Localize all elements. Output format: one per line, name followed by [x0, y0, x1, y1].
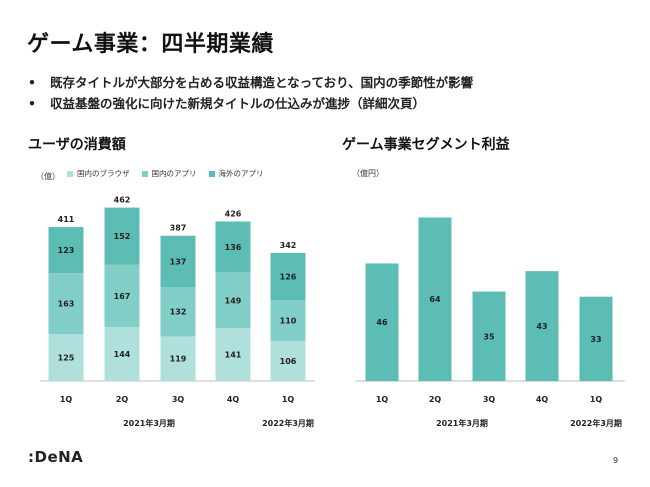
- x-tick-label: 3Q: [172, 395, 185, 404]
- bar-segment: [215, 328, 251, 381]
- legend-swatch-browser: [67, 170, 73, 177]
- bar-value-label: 126: [280, 273, 297, 282]
- bar-segment: [104, 264, 140, 328]
- profit-chart-title: ゲーム事業セグメント利益: [342, 137, 510, 153]
- period-label: 2022年3月期: [262, 418, 314, 428]
- legend-label-browser: 国内のブラウザ: [77, 169, 130, 178]
- legend-item-domestic-app: 国内のアプリ: [141, 168, 197, 179]
- bullet-marker: •: [28, 96, 36, 111]
- bar-value-label: 152: [114, 232, 131, 241]
- bar-value-label: 35: [483, 332, 495, 341]
- x-tick-label: 1Q: [590, 395, 603, 404]
- consumption-chart-title: ユーザの消費額: [28, 137, 126, 153]
- bullet-list: • 既存タイトルが大部分を占める収益構造となっており、国内の季節性が影響 • 収益基…: [28, 72, 473, 114]
- bar-value-label: 46: [376, 318, 388, 327]
- bar: [525, 271, 559, 381]
- bar-value-label: 144: [114, 350, 131, 359]
- bar-segment: [160, 336, 196, 381]
- legend-swatch-overseas-app: [208, 170, 215, 177]
- bar: [418, 217, 452, 381]
- bar-segment: [104, 207, 140, 265]
- period-label: 2021年3月期: [123, 418, 175, 428]
- bar: [365, 263, 399, 381]
- bar-segment: [215, 272, 251, 329]
- page-number: 9: [613, 456, 619, 465]
- bullet-item: • 既存タイトルが大部分を占める収益構造となっており、国内の季節性が影響: [28, 72, 473, 93]
- bar-total-label: 411: [58, 215, 75, 224]
- bar-value-label: 167: [114, 292, 131, 301]
- legend-item-browser: 国内のブラウザ: [67, 168, 130, 179]
- legend-label-domestic-app: 国内のアプリ: [151, 169, 197, 178]
- bar-value-label: 106: [280, 357, 297, 366]
- period-label: 2021年3月期: [436, 418, 488, 428]
- bar-total-label: 462: [114, 196, 131, 205]
- bar-value-label: 43: [536, 322, 547, 331]
- slide-title: ゲーム事業：四半期業績: [27, 32, 274, 57]
- segment-profit-bar-chart: 46 1Q 64 2Q 35 3Q 43 4Q 33 1Q 2021年3月期 2022年3月期: [355, 217, 625, 428]
- bar-segment: [160, 235, 196, 288]
- bar-segment: [48, 273, 84, 335]
- legend-item-overseas-app: 海外のアプリ: [208, 168, 264, 179]
- bar-segment: [270, 300, 306, 342]
- bar-total-label: 342: [280, 241, 297, 250]
- bar-segment: [215, 221, 251, 273]
- bar-total-label: 426: [225, 209, 242, 218]
- bar-segment: [104, 327, 140, 381]
- bar-value-label: 125: [58, 354, 75, 363]
- bar-segment: [48, 227, 84, 274]
- period-label: 2022年3月期: [570, 418, 622, 428]
- legend-swatch-domestic-app: [141, 170, 148, 177]
- bar-value-label: 119: [170, 355, 187, 364]
- consumption-stacked-bar-chart: 125 163 123 411 1Q 144 167 152 462 2Q 119 132 137 387…: [40, 196, 315, 428]
- consumption-legend: 国内のブラウザ 国内のアプリ 海外のアプリ: [67, 168, 264, 179]
- bar-value-label: 123: [58, 246, 75, 255]
- bar-segment: [160, 287, 196, 337]
- x-tick-label: 3Q: [483, 395, 496, 404]
- bar-value-label: 110: [280, 317, 297, 326]
- bar-value-label: 33: [590, 335, 601, 344]
- profit-chart-unit: （億円）: [352, 169, 384, 178]
- bar-total-label: 387: [170, 224, 187, 233]
- bar-segment: [270, 252, 306, 301]
- bar-value-label: 64: [429, 295, 441, 304]
- bullet-text: 収益基盤の強化に向けた新規タイトルの仕込みが進捗（詳細次頁）: [50, 96, 426, 111]
- bar-segment: [270, 341, 306, 381]
- bar-value-label: 136: [225, 243, 242, 252]
- x-tick-label: 1Q: [376, 395, 389, 404]
- bar-value-label: 163: [58, 300, 75, 309]
- bullet-item: • 収益基盤の強化に向けた新規タイトルの仕込みが進捗（詳細次頁）: [28, 93, 473, 114]
- bar-segment: [48, 334, 84, 381]
- x-tick-label: 4Q: [536, 395, 549, 404]
- bar-value-label: 149: [225, 296, 242, 305]
- bar-value-label: 141: [225, 351, 242, 360]
- bar: [472, 291, 506, 381]
- bullet-text: 既存タイトルが大部分を占める収益構造となっており、国内の季節性が影響: [50, 75, 474, 90]
- x-tick-label: 2Q: [116, 395, 129, 404]
- x-tick-label: 2Q: [429, 395, 442, 404]
- consumption-chart-unit: （億）: [36, 172, 60, 181]
- x-tick-label: 4Q: [227, 395, 240, 404]
- legend-label-overseas-app: 海外のアプリ: [218, 169, 264, 178]
- x-tick-label: 1Q: [282, 395, 295, 404]
- x-tick-label: 1Q: [60, 395, 73, 404]
- bar: [579, 296, 613, 381]
- dena-logo: :DeNA: [28, 448, 84, 466]
- bar-value-label: 137: [170, 257, 187, 266]
- bar-value-label: 132: [170, 308, 187, 317]
- bullet-marker: •: [28, 75, 36, 90]
